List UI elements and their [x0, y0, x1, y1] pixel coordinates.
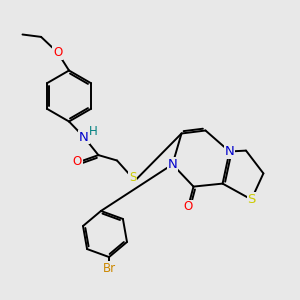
Text: Br: Br	[103, 262, 116, 275]
Text: N: N	[225, 145, 234, 158]
Text: N: N	[79, 130, 89, 144]
Text: O: O	[73, 155, 82, 168]
Text: N: N	[168, 158, 177, 171]
Text: O: O	[184, 200, 193, 214]
Text: H: H	[89, 124, 98, 138]
Text: O: O	[53, 46, 62, 59]
Text: S: S	[247, 193, 256, 206]
Text: S: S	[129, 171, 136, 184]
